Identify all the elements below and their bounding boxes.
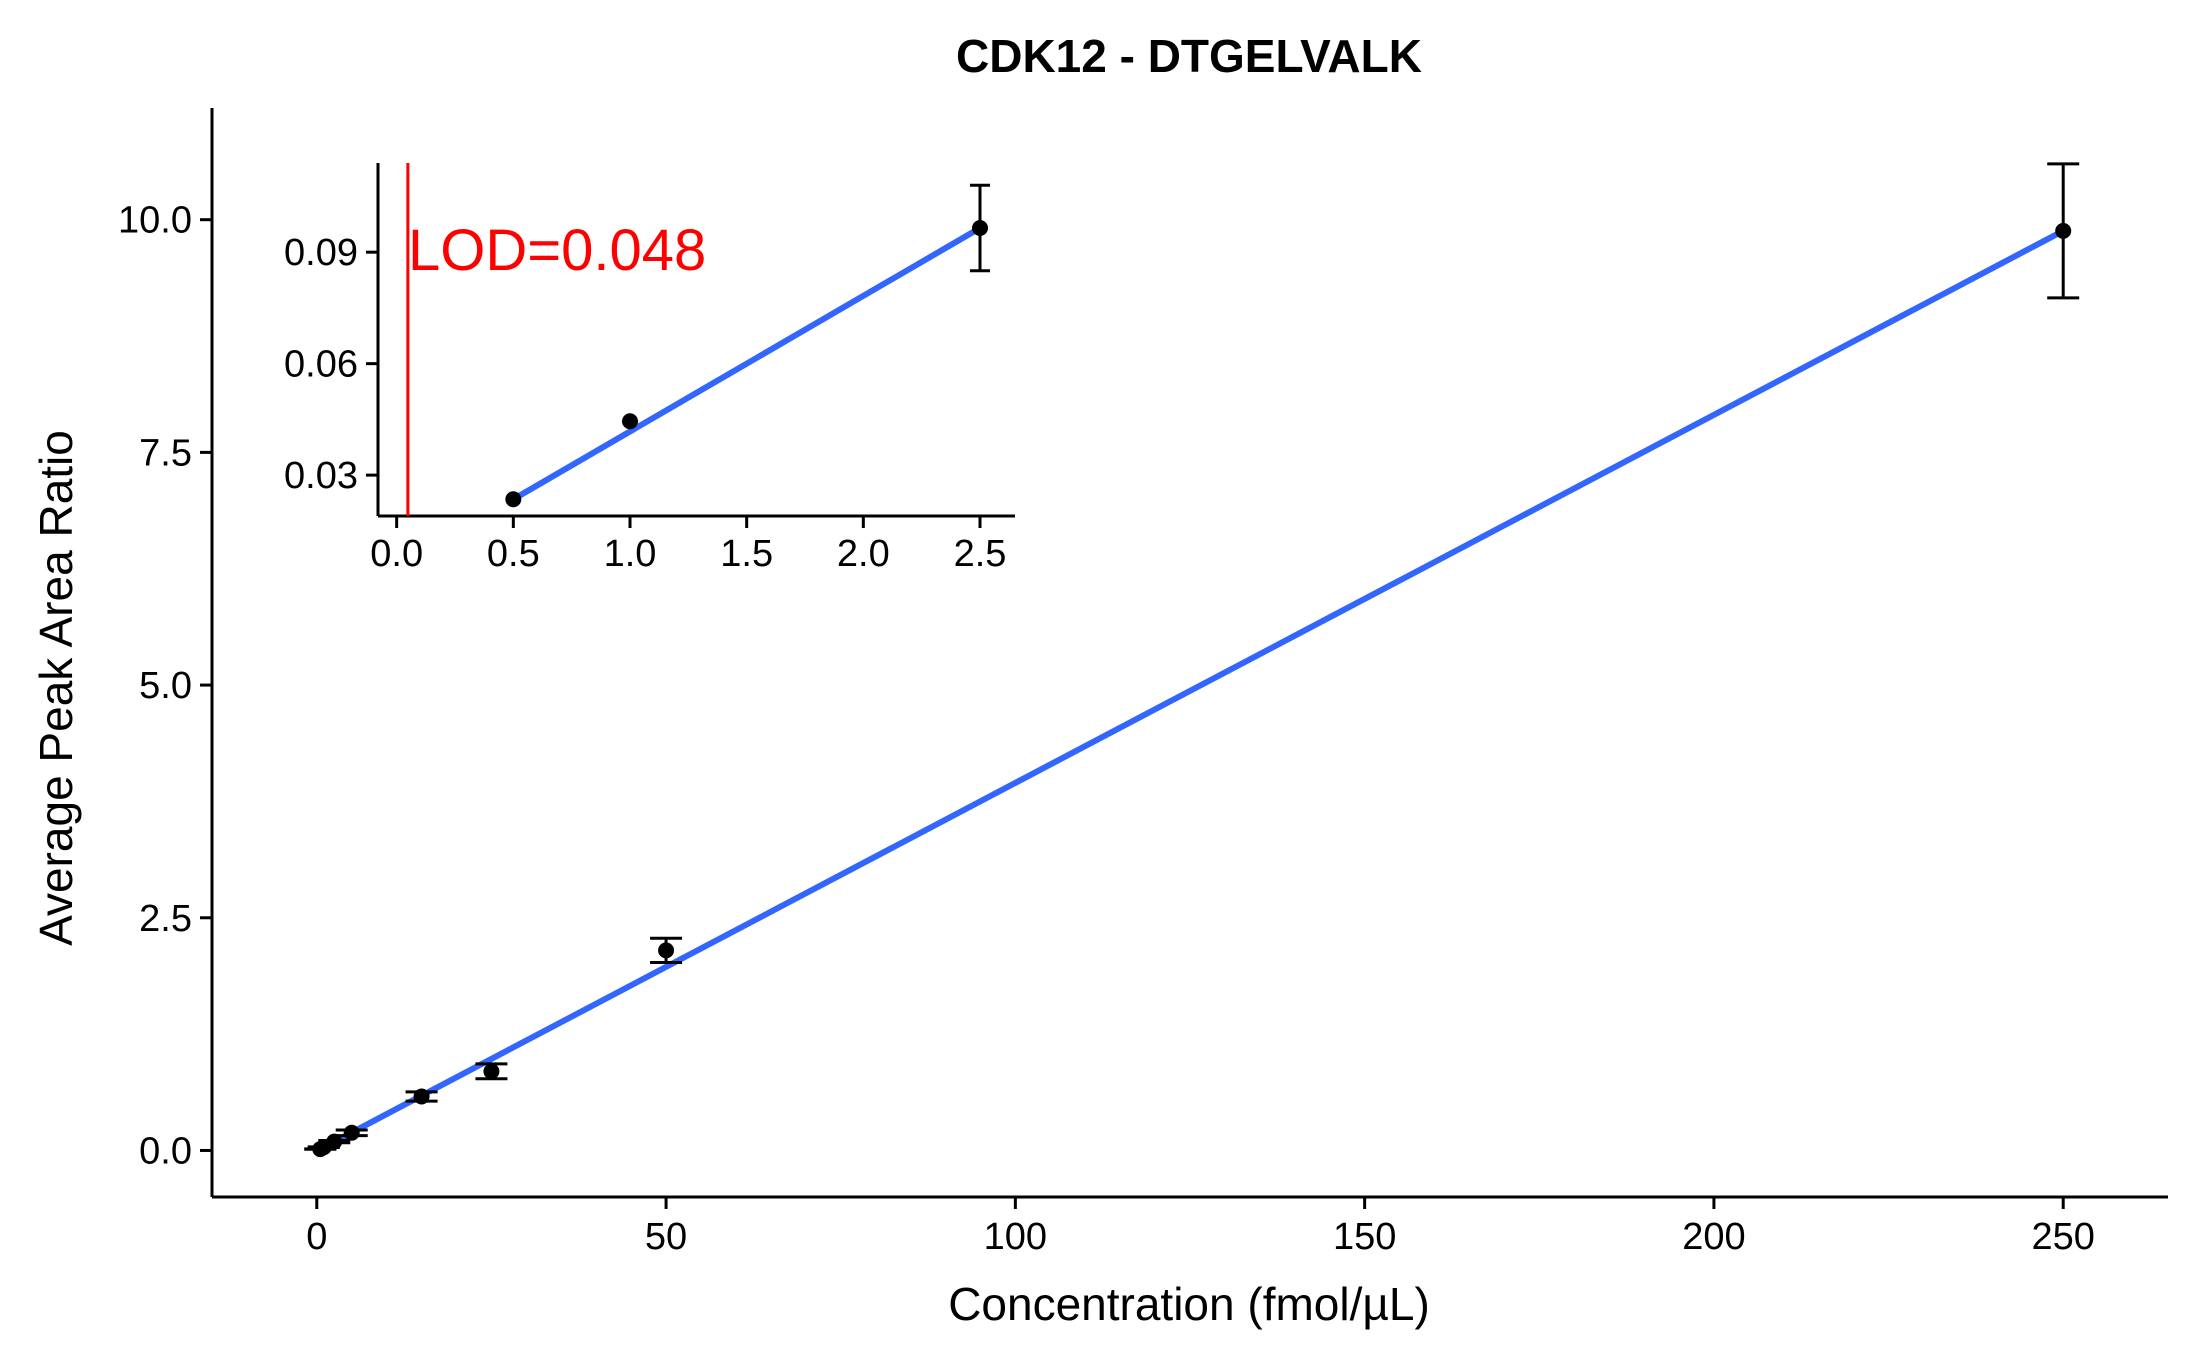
inset-fit-line <box>510 225 983 503</box>
inset-plot: 0.0 0.5 1.0 1.5 2.0 2.5 0.03 0.06 0.09 LOD=0.04… <box>284 163 1015 575</box>
main-x-axis: 0 50 100 150 200 250 <box>212 1195 2168 1258</box>
main-x-tick-label: 200 <box>1682 1216 1745 1258</box>
x-axis-label: Concentration (fmol/µL) <box>948 1278 1430 1330</box>
main-data-point <box>343 1124 360 1141</box>
main-y-axis: 0.0 2.5 5.0 7.5 10.0 <box>118 108 214 1197</box>
inset-fit-layer <box>510 225 983 503</box>
inset-x-tick-label: 1.0 <box>604 533 657 575</box>
chart-title: CDK12 - DTGELVALK <box>956 30 1422 82</box>
main-x-tick-label: 0 <box>306 1216 327 1258</box>
main-fit-layer <box>317 227 2067 1153</box>
inset-x-tick-label: 2.0 <box>837 533 890 575</box>
inset-x-tick-label: 2.5 <box>954 533 1007 575</box>
main-data-point <box>2055 222 2072 239</box>
main-data-point <box>483 1063 500 1080</box>
inset-data-point <box>972 220 988 237</box>
main-x-tick-label: 100 <box>984 1216 1047 1258</box>
main-y-tick-label: 0.0 <box>139 1130 192 1172</box>
main-x-tick-label: 250 <box>2032 1216 2095 1258</box>
lod-label: LOD=0.048 <box>408 218 706 283</box>
inset-x-axis: 0.0 0.5 1.0 1.5 2.0 2.5 <box>370 514 1015 575</box>
main-data-point <box>326 1133 343 1150</box>
inset-y-tick-label: 0.09 <box>284 232 358 274</box>
main-points-layer <box>304 162 2080 1158</box>
inset-y-tick-label: 0.03 <box>284 455 358 497</box>
main-data-point <box>413 1088 430 1105</box>
main-y-tick-label: 2.5 <box>139 898 192 940</box>
inset-points-layer <box>505 183 990 508</box>
main-y-tick-label: 5.0 <box>139 665 192 707</box>
main-y-tick-label: 7.5 <box>139 432 192 474</box>
inset-x-tick-label: 0.5 <box>487 533 540 575</box>
inset-y-tick-label: 0.06 <box>284 344 358 386</box>
main-x-tick-label: 50 <box>645 1216 687 1258</box>
main-x-tick-label: 150 <box>1333 1216 1396 1258</box>
main-fit-line <box>317 227 2067 1153</box>
main-data-point <box>658 942 675 959</box>
main-y-tick-label: 10.0 <box>118 200 192 242</box>
main-plot: 0 50 100 150 200 250 0.0 2.5 5.0 7.5 10.0 <box>118 108 2168 1258</box>
inset-y-axis: 0.03 0.06 0.09 <box>284 163 380 516</box>
inset-data-point <box>505 491 522 508</box>
inset-x-tick-label: 0.0 <box>370 533 423 575</box>
inset-x-tick-label: 1.5 <box>720 533 773 575</box>
y-axis-label: Average Peak Area Ratio <box>30 430 82 946</box>
inset-data-point <box>622 413 638 430</box>
